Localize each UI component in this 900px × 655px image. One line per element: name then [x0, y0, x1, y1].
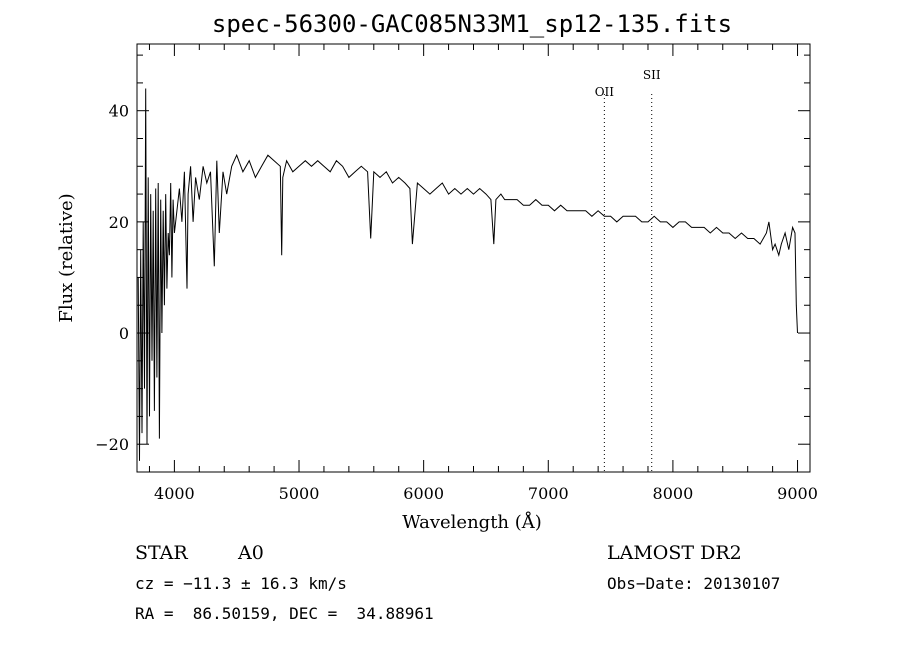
chart-title: spec-56300-GAC085N33M1_sp12-135.fits: [212, 10, 732, 38]
x-tick-label: 8000: [653, 484, 694, 503]
x-tick-label: 6000: [403, 484, 444, 503]
coordinates-text: RA = 86.50159, DEC = 34.88961: [135, 604, 434, 623]
survey-label: LAMOST DR2: [607, 542, 742, 564]
y-tick-label: −20: [95, 435, 129, 454]
y-tick-label: 20: [109, 213, 129, 232]
y-axis-label: Flux (relative): [56, 193, 77, 322]
x-axis-ticks: 4000 5000 6000 7000 8000 9000: [148, 44, 818, 503]
object-class: STAR: [135, 542, 188, 564]
y-axis-ticks: −20 0 20 40: [95, 54, 810, 473]
y-tick-label: 0: [119, 324, 129, 343]
line-marker-label: SII: [643, 68, 661, 82]
obs-date-text: Obs−Date: 20130107: [607, 574, 780, 593]
x-tick-label: 4000: [154, 484, 195, 503]
x-tick-label: 9000: [777, 484, 818, 503]
line-markers: OII SII: [595, 68, 661, 472]
line-marker-label: OII: [595, 85, 615, 99]
x-tick-label: 7000: [528, 484, 569, 503]
x-axis-label: Wavelength (Å): [402, 511, 542, 533]
spectral-subclass: A0: [237, 542, 264, 564]
spectrum-series-line: [137, 88, 798, 461]
series-group: [137, 88, 798, 461]
y-tick-label: 40: [109, 102, 129, 121]
plot-frame: [136, 43, 811, 473]
x-tick-label: 5000: [279, 484, 320, 503]
redshift-text: cz = −11.3 ± 16.3 km/s: [135, 574, 347, 593]
